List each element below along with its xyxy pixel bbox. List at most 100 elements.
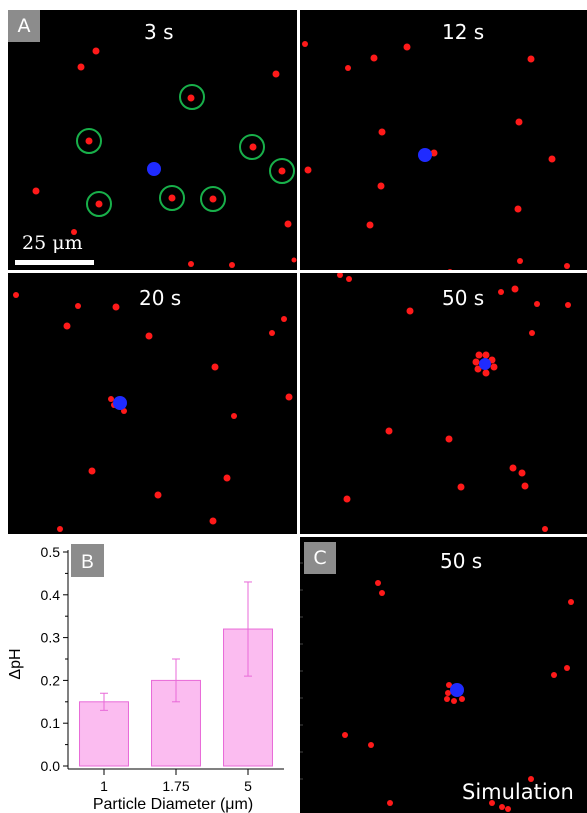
frame-50s-particles (300, 273, 587, 534)
particle (444, 696, 450, 702)
simulation-particles (300, 537, 587, 813)
y-tick-label: 0.4 (41, 587, 61, 603)
particle (371, 55, 378, 62)
x-tick-label: 5 (244, 778, 252, 794)
particle (342, 732, 348, 738)
particle (458, 484, 465, 491)
particle (451, 698, 457, 704)
pump-particle (450, 683, 464, 697)
particle (564, 263, 570, 269)
particle (224, 475, 231, 482)
y-tick-label: 0.2 (41, 672, 61, 688)
particle (446, 436, 453, 443)
chart-x-axis-label: Particle Diameter (μm) (93, 796, 253, 813)
particle (188, 95, 195, 102)
particle (86, 138, 93, 145)
particle (155, 492, 162, 499)
simulation-label: Simulation (462, 780, 574, 804)
particle (285, 221, 292, 228)
particle (459, 696, 465, 702)
particle (286, 394, 293, 401)
particle (89, 468, 96, 475)
chart-y-ticks: 0.00.10.20.30.40.5 (41, 544, 68, 774)
simulation-frame: C 50 s Simulation (300, 537, 587, 813)
chart-x-ticks: 1 1.75 5 (100, 769, 252, 794)
simulation-time-label: 50 s (440, 549, 482, 573)
particle (78, 64, 85, 71)
particle (386, 428, 393, 435)
particle (33, 188, 40, 195)
y-tick-label: 0.1 (41, 715, 61, 731)
particle (64, 323, 71, 330)
particle (565, 302, 571, 308)
particle (379, 129, 386, 136)
scale-bar (15, 260, 94, 265)
panel-letter-c: C (304, 542, 336, 574)
particle (281, 316, 287, 322)
pump-particle (113, 396, 127, 410)
particle (229, 262, 235, 268)
particle (505, 806, 511, 812)
frame-time-label: 50 s (442, 286, 484, 310)
chart-y-axis-label: ΔpH (7, 648, 24, 679)
particle (346, 276, 352, 282)
particle (407, 308, 414, 315)
frame-50s: 50 s (300, 273, 587, 534)
x-tick-label: 1.75 (162, 778, 189, 794)
particle (169, 195, 176, 202)
particle (379, 590, 385, 596)
frame-20s-particles (8, 273, 297, 534)
pump-particle (418, 148, 432, 162)
particle (188, 261, 194, 267)
frame-time-label: 3 s (144, 20, 174, 44)
frame-20s: 20 s (8, 273, 297, 534)
particle (510, 465, 517, 472)
scale-bar-label: 25 μm (22, 232, 83, 254)
particle (564, 665, 570, 671)
particle (551, 672, 557, 678)
particle (210, 518, 217, 525)
particle (473, 359, 480, 366)
particle (476, 352, 483, 359)
particle (345, 65, 351, 71)
particle (250, 144, 257, 151)
panel-letter-b: B (81, 552, 94, 573)
particle (212, 364, 219, 371)
bar (80, 702, 129, 766)
particle (273, 71, 280, 78)
particle (447, 269, 453, 270)
delta-ph-bar-chart: 0.0 0.1 0.2 0.3 0.4 0.5 1 1.75 5 ΔpH Particle D… (0, 537, 300, 813)
particle (279, 168, 286, 175)
x-tick-label: 1 (100, 778, 108, 794)
particle (483, 370, 490, 377)
panel-letter-a: A (8, 10, 40, 42)
frame-time-label: 20 s (139, 286, 181, 310)
particle (368, 742, 374, 748)
particle (337, 273, 343, 278)
particle (404, 44, 411, 51)
particle (549, 156, 556, 163)
particle (269, 330, 275, 336)
particle (75, 303, 81, 309)
frame-12s-particles (300, 10, 587, 270)
particle (568, 599, 574, 605)
particle (517, 258, 523, 264)
particle (292, 258, 297, 263)
pump-particle (147, 162, 161, 176)
y-tick-label: 0.5 (41, 544, 61, 560)
particle (542, 526, 548, 532)
particle (378, 183, 385, 190)
particle (512, 286, 519, 293)
particle (515, 206, 522, 213)
particle (302, 41, 308, 47)
particle (522, 483, 529, 490)
particle (529, 330, 535, 336)
particle (96, 201, 103, 208)
particle (13, 292, 19, 298)
frame-3s-particles (8, 10, 297, 270)
particle (387, 800, 393, 806)
particle (528, 56, 535, 63)
particle (146, 333, 153, 340)
particle (113, 304, 120, 311)
particle (305, 167, 312, 174)
